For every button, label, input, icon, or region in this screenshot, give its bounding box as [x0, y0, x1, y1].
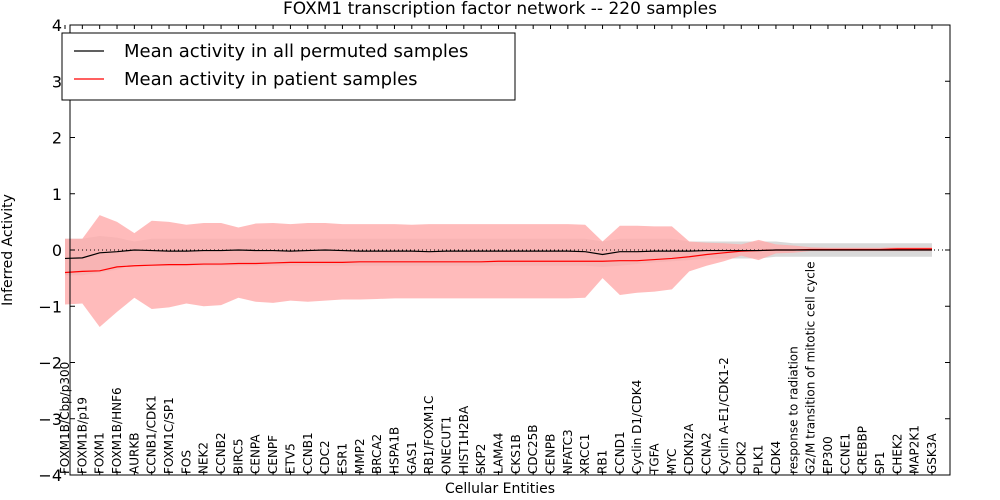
x-tick-label: MMP2: [353, 438, 367, 474]
x-tick-label: Cyclin D1/CDK4: [630, 380, 644, 474]
x-tick-label: SKP2: [474, 444, 488, 474]
x-tick-label: FOXM1B/p19: [75, 397, 89, 474]
x-tick-label: CCNB1/CDK1: [145, 395, 159, 474]
x-tick-label: CDK4: [769, 441, 783, 474]
x-tick-label: SP1: [873, 452, 887, 475]
y-tick-label: 0: [52, 241, 62, 260]
x-tick-label: ONECUT1: [439, 416, 453, 474]
x-tick-label: LAMA4: [492, 433, 506, 474]
x-tick-label: CDKN2A: [682, 423, 696, 474]
x-tick-label: ESR1: [335, 443, 349, 474]
x-tick-label: NFATC3: [561, 429, 575, 474]
x-tick-label: CENPB: [544, 434, 558, 474]
x-tick-label: G2/M transition of mitotic cell cycle: [804, 261, 818, 474]
x-tick-label: FOXM1: [93, 432, 107, 474]
x-tick-label: BIRC5: [231, 438, 245, 474]
y-tick-label: 2: [52, 129, 62, 148]
x-tick-label: MYC: [665, 449, 679, 474]
y-tick-label: −4: [38, 466, 62, 485]
y-axis-label: Inferred Activity: [0, 194, 16, 306]
x-tick-label: HIST1H2BA: [457, 405, 471, 474]
x-tick-label: CCNB1: [301, 432, 315, 474]
x-tick-label: FOS: [179, 450, 193, 474]
x-tick-label: BRCA2: [370, 434, 384, 474]
x-tick-label: CCNA2: [700, 432, 714, 474]
x-tick-label: RB1: [596, 450, 610, 474]
x-tick-label: response to radiation: [786, 346, 800, 474]
y-tick-label: 3: [52, 72, 62, 91]
y-tick-label: −2: [38, 354, 62, 373]
x-tick-label: CHEK2: [890, 434, 904, 475]
x-tick-label: CREBBP: [856, 426, 870, 474]
x-tick-label: CDK2: [734, 441, 748, 474]
confidence-bands: [65, 215, 932, 328]
y-tick-label: −1: [38, 297, 62, 316]
legend: Mean activity in all permuted samples Me…: [61, 32, 516, 101]
y-tick-label: 1: [52, 185, 62, 204]
x-tick-label: FOXM1B/Cbp/p300: [58, 362, 72, 474]
x-tick-label: CENPA: [249, 434, 263, 474]
x-tick-label: FOXM1B/HNF6: [110, 387, 124, 474]
x-tick-label: CDC25B: [526, 425, 540, 475]
legend-label-permuted: Mean activity in all permuted samples: [124, 41, 468, 62]
x-tick-label: CCND1: [613, 431, 627, 474]
x-tick-label: FOXM1C/SP1: [162, 397, 176, 474]
y-axis: −4 −3 −2 −1 0 1 2 3 4: [38, 16, 950, 485]
x-tick-label: HSPA1B: [387, 427, 401, 474]
x-tick-label: MAP2K1: [908, 425, 922, 474]
x-axis: FOXM1B/Cbp/p300 FOXM1B/p19 FOXM1 FOXM1B/HNF…: [58, 25, 939, 475]
y-tick-label: −3: [38, 410, 62, 429]
band-patient: [65, 215, 932, 328]
series-line-permuted: [64, 249, 932, 260]
y-tick-label: 4: [52, 16, 62, 35]
x-tick-label: ETV5: [283, 443, 297, 474]
x-tick-label: GSK3A: [925, 433, 939, 474]
x-tick-label: CKS1B: [509, 434, 523, 474]
x-axis-label: Cellular Entities: [445, 481, 555, 497]
x-tick-label: XRCC1: [578, 434, 592, 474]
legend-label-patient: Mean activity in patient samples: [124, 69, 418, 90]
x-tick-label: Cyclin A-E1/CDK1-2: [717, 357, 731, 474]
x-tick-label: NEK2: [197, 442, 211, 474]
x-tick-label: CCNB2: [214, 432, 228, 474]
x-tick-label: CCNE1: [838, 433, 852, 474]
x-tick-label: PLK1: [752, 445, 766, 474]
x-tick-label: GAS1: [405, 441, 419, 474]
chart-title: FOXM1 transcription factor network -- 22…: [283, 0, 717, 19]
x-tick-label: CDC2: [318, 440, 332, 474]
x-tick-label: AURKB: [127, 433, 141, 474]
x-tick-label: TGFA: [648, 443, 662, 475]
x-tick-label: RB1/FOXM1C: [422, 396, 436, 474]
x-tick-label: EP300: [821, 436, 835, 474]
series-lines: [64, 248, 950, 274]
x-tick-label: CENPF: [266, 435, 280, 474]
legend-box: [61, 32, 516, 101]
